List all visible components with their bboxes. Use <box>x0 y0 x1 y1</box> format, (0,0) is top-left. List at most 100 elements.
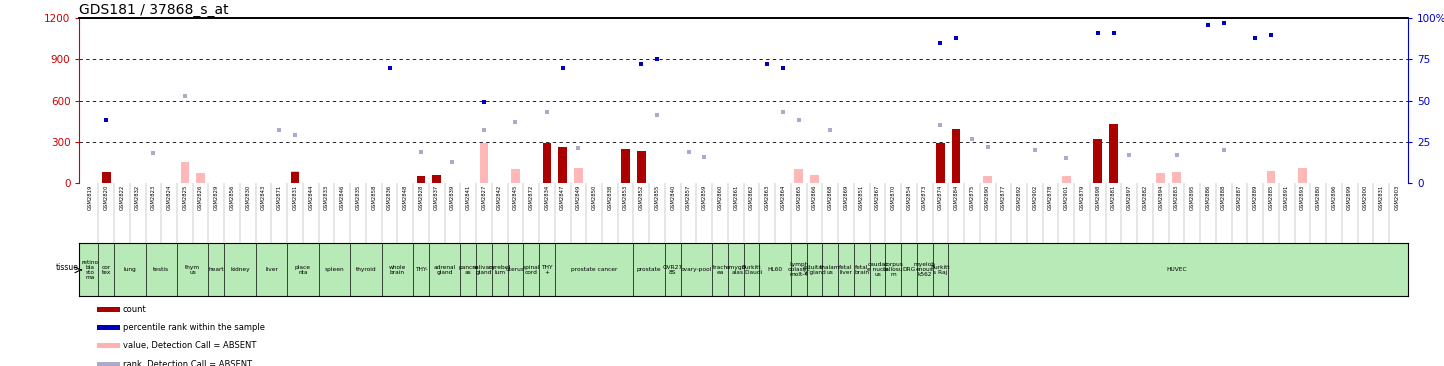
Text: GSM2880: GSM2880 <box>1315 185 1321 210</box>
Text: GSM2858: GSM2858 <box>371 185 377 210</box>
Bar <box>1157 173 1165 183</box>
Text: Lymph
oblastic
molt-4: Lymph oblastic molt-4 <box>787 262 810 277</box>
Text: Burkitt
s Daudi: Burkitt s Daudi <box>741 265 762 275</box>
Text: GSM2864: GSM2864 <box>781 185 786 210</box>
Text: testis: testis <box>153 268 169 272</box>
Bar <box>621 149 630 183</box>
Text: amygd
ala: amygd ala <box>725 265 747 275</box>
Text: place
nta: place nta <box>295 265 310 275</box>
Bar <box>794 169 803 183</box>
Text: GSM2882: GSM2882 <box>1142 185 1148 210</box>
Text: GSM2866: GSM2866 <box>812 185 817 210</box>
Text: retino
bla
sto
ma: retino bla sto ma <box>82 260 100 280</box>
Text: GSM2835: GSM2835 <box>355 185 361 210</box>
Text: GSM2857: GSM2857 <box>686 185 692 210</box>
Text: HUVEC: HUVEC <box>1167 268 1187 272</box>
Text: thalam
us: thalam us <box>820 265 840 275</box>
Bar <box>1061 176 1070 183</box>
Text: GSM2869: GSM2869 <box>843 185 849 210</box>
Bar <box>180 163 189 183</box>
Text: GSM2860: GSM2860 <box>718 185 722 210</box>
Text: liver: liver <box>266 268 277 272</box>
Text: heart: heart <box>208 268 224 272</box>
Text: GSM2837: GSM2837 <box>435 185 439 210</box>
Bar <box>621 172 630 183</box>
Text: percentile rank within the sample: percentile rank within the sample <box>123 323 264 332</box>
Text: count: count <box>123 305 146 314</box>
Text: GSM2887: GSM2887 <box>1238 185 1242 210</box>
Bar <box>559 147 567 183</box>
Text: GSM2875: GSM2875 <box>969 185 975 210</box>
Bar <box>1298 168 1307 183</box>
Text: GSM2819: GSM2819 <box>88 185 92 210</box>
Text: GSM2885: GSM2885 <box>1268 185 1274 210</box>
Bar <box>575 168 583 183</box>
Bar <box>98 307 120 312</box>
Text: GSM2879: GSM2879 <box>1080 185 1084 210</box>
Text: GSM2894: GSM2894 <box>1158 185 1164 210</box>
Text: GSM2853: GSM2853 <box>624 185 628 210</box>
Text: GSM2886: GSM2886 <box>1206 185 1210 210</box>
Text: salivary
gland: salivary gland <box>472 265 495 275</box>
Text: Burkitt
s Raj: Burkitt s Raj <box>930 265 950 275</box>
Text: GSM2896: GSM2896 <box>1331 185 1336 210</box>
Text: cerebel
lum: cerebel lum <box>488 265 511 275</box>
Text: GSM2828: GSM2828 <box>419 185 423 210</box>
Text: GSM2877: GSM2877 <box>1001 185 1006 210</box>
Text: GSM2892: GSM2892 <box>1017 185 1021 210</box>
Text: GSM2872: GSM2872 <box>529 185 534 210</box>
Text: GSM2842: GSM2842 <box>497 185 503 210</box>
Text: GSM2832: GSM2832 <box>136 185 140 210</box>
Text: GDS181 / 37868_s_at: GDS181 / 37868_s_at <box>79 3 230 17</box>
Text: GSM2862: GSM2862 <box>749 185 754 210</box>
Text: GSM2895: GSM2895 <box>1190 185 1194 210</box>
Text: GSM2878: GSM2878 <box>1048 185 1053 210</box>
Text: fetal
liver: fetal liver <box>839 265 852 275</box>
Text: rank, Detection Call = ABSENT: rank, Detection Call = ABSENT <box>123 360 251 366</box>
Bar <box>196 173 205 183</box>
Text: tissue: tissue <box>56 263 79 272</box>
Text: GSM2833: GSM2833 <box>323 185 329 210</box>
Text: GSM2903: GSM2903 <box>1395 185 1399 210</box>
Bar <box>543 163 552 183</box>
Text: trach
ea: trach ea <box>712 265 728 275</box>
Text: GSM2856: GSM2856 <box>230 185 234 210</box>
Text: GSM2847: GSM2847 <box>560 185 565 210</box>
Text: GSM2871: GSM2871 <box>277 185 282 210</box>
Text: GSM2868: GSM2868 <box>827 185 833 210</box>
Text: whole
brain: whole brain <box>388 265 406 275</box>
Text: uterus: uterus <box>505 268 526 272</box>
Text: kidney: kidney <box>230 268 250 272</box>
Bar <box>479 143 488 183</box>
Text: GSM2901: GSM2901 <box>1064 185 1069 210</box>
Text: GSM2839: GSM2839 <box>451 185 455 210</box>
Text: GSM2848: GSM2848 <box>403 185 407 210</box>
Text: GSM2873: GSM2873 <box>923 185 927 210</box>
Text: GSM2897: GSM2897 <box>1126 185 1132 210</box>
Bar <box>290 171 299 183</box>
Text: GSM2874: GSM2874 <box>939 185 943 210</box>
Text: prostate: prostate <box>637 268 661 272</box>
Text: GSM2825: GSM2825 <box>182 185 188 210</box>
Text: GSM2841: GSM2841 <box>466 185 471 210</box>
Text: spleen: spleen <box>325 268 344 272</box>
Text: GSM2900: GSM2900 <box>1363 185 1367 210</box>
Bar <box>810 175 819 183</box>
Text: GSM2861: GSM2861 <box>734 185 738 210</box>
Text: GSM2852: GSM2852 <box>638 185 644 210</box>
Text: GSM2845: GSM2845 <box>513 185 518 210</box>
Text: GSM2888: GSM2888 <box>1222 185 1226 210</box>
Text: thyroid: thyroid <box>355 268 377 272</box>
Text: caudat
e nucle
us: caudat e nucle us <box>866 262 888 277</box>
Text: pancre
as: pancre as <box>458 265 478 275</box>
Text: GSM2849: GSM2849 <box>576 185 580 210</box>
Bar <box>936 143 944 183</box>
Text: GSM2881: GSM2881 <box>1110 185 1116 210</box>
Text: GSM2890: GSM2890 <box>985 185 991 210</box>
Bar <box>559 169 567 183</box>
Bar <box>1173 172 1181 183</box>
Text: HL60: HL60 <box>768 268 783 272</box>
Text: myelob
enous
k562: myelob enous k562 <box>914 262 936 277</box>
Text: GSM2838: GSM2838 <box>608 185 612 210</box>
Text: GSM2820: GSM2820 <box>104 185 108 210</box>
